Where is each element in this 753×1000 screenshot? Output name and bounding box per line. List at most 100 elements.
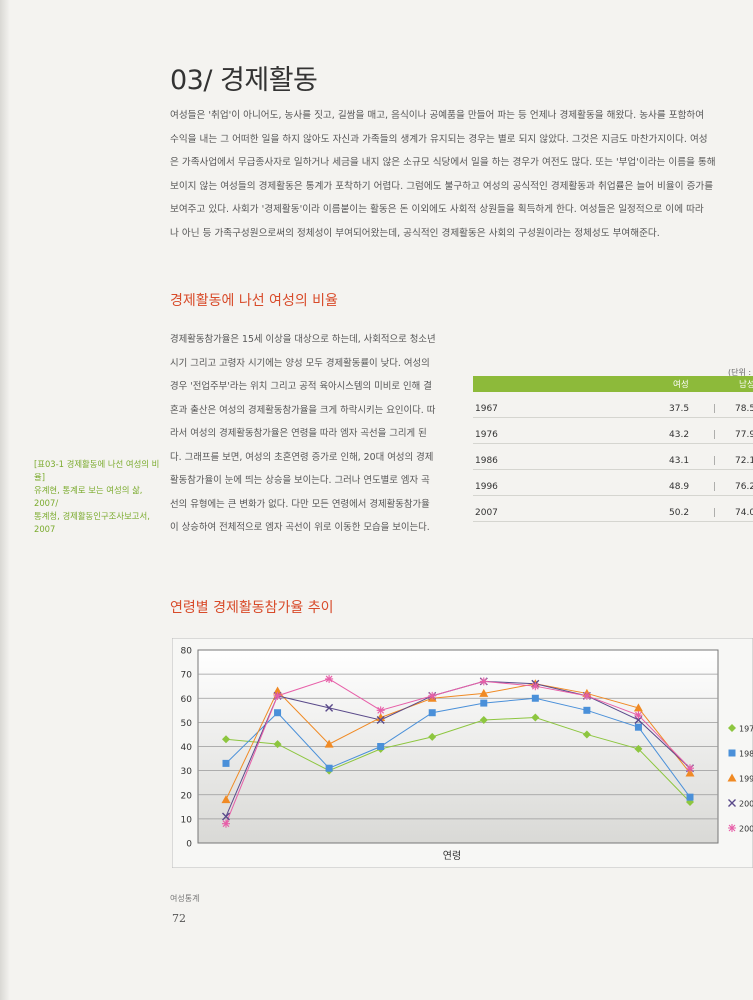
data-point-1970: [479, 715, 488, 724]
body-line: 다. 그래프를 보면, 여성의 초혼연령 증가로 인해, 20대 여성의 경제: [170, 451, 434, 463]
data-point-1990: [324, 739, 334, 748]
row-male: 72.1: [735, 456, 753, 466]
legend-marker-1980: [728, 749, 736, 757]
row-year: 1976: [475, 430, 498, 440]
data-point-1980: [686, 793, 694, 801]
data-point-1970: [222, 735, 230, 744]
y-tick-label: 80: [181, 647, 193, 657]
row-year: 1986: [475, 456, 498, 466]
data-point-1970: [634, 744, 643, 753]
data-point-2007: [479, 677, 488, 686]
data-point-2000: [325, 703, 334, 712]
body-line: 이 상승하여 전체적으로 엠자 곡선이 위로 이동한 모습을 보이는다.: [170, 522, 430, 533]
data-point-2007: [428, 691, 437, 700]
data-point-1990: [633, 703, 643, 712]
y-tick-label: 70: [181, 671, 193, 681]
y-axis-ticks: 0 10 20 30 40 50 60 70 80: [181, 647, 193, 850]
table-header: 여성 남성: [473, 376, 753, 392]
y-tick-label: 50: [181, 719, 193, 729]
note-line: [표03-1 경제활동에 나선 여성의 비율]: [34, 459, 160, 482]
data-point-2007: [634, 711, 643, 720]
data-point-1980: [377, 743, 385, 750]
row-male: 78.5: [735, 404, 753, 414]
intro-line: 나 아닌 등 가족구성원으로써의 정체성이 부여되어왔는데, 공식적인 경제활동…: [170, 227, 660, 239]
table-row: 1976 43.2 | 77.9: [473, 418, 753, 444]
legend-marker-2000: [728, 799, 736, 807]
series-markers: [221, 674, 695, 828]
series-line-2007: [225, 678, 691, 824]
row-female: 37.5: [669, 404, 690, 414]
series-line-1970: [225, 717, 691, 803]
data-point-1970: [273, 740, 282, 749]
data-point-1980: [480, 699, 488, 707]
data-point-2007: [531, 682, 540, 691]
data-point-2007: [686, 764, 694, 773]
data-point-2007: [325, 674, 334, 683]
legend-label-2007: 2007: [739, 825, 753, 834]
y-tick-label: 10: [181, 815, 193, 825]
header-female: 여성: [673, 380, 689, 390]
book-spine-shadow: [0, 0, 10, 1000]
row-divider: |: [713, 482, 717, 492]
body-line: 경우 '전업주부'라는 위치 그리고 공적 육아시스템의 미비로 인해 결: [170, 381, 432, 392]
data-point-1990: [479, 688, 489, 697]
intro-line: 은 가족사업에서 무급종사자로 일하거나 세금을 내지 않은 소규모 식당에서 …: [170, 157, 716, 169]
legend-label-1970: 1970: [739, 725, 753, 734]
table-row: 1967 37.5 | 78.5: [473, 392, 753, 418]
row-year: 1996: [475, 482, 498, 492]
intro-paragraph: 여성들은 '취업'이 아니어도, 농사를 짓고, 길쌈을 매고, 음식이나 공예…: [170, 104, 750, 246]
page-number: 72: [172, 912, 186, 925]
intro-line: 보이지 않는 여성들의 경제활동은 통계가 포착하기 어렵다. 그럼에도 불구하…: [170, 180, 714, 192]
legend-label-1980: 1980: [739, 750, 753, 759]
age-participation-line-chart: 0 10 20 30 40 50 60 70 80 1970 1980 1990 2000 2007 연…: [172, 638, 753, 868]
series-line-1980: [225, 697, 691, 798]
table-row: 1996 48.9 | 76.2: [473, 470, 753, 496]
x-axis-label: 연령: [443, 850, 461, 862]
table-row: 1986 43.1 | 72.1: [473, 444, 753, 470]
participation-rate-table: 여성 남성 1967 37.5 | 78.5 1976 43.2 | 77.9 …: [473, 376, 753, 522]
row-female: 43.1: [669, 456, 690, 466]
table-row: 2007 50.2 | 74.0: [473, 496, 753, 522]
series-line-1990: [225, 683, 691, 800]
data-point-1980: [531, 694, 539, 702]
row-female: 50.2: [669, 508, 690, 518]
row-male: 76.2: [735, 482, 753, 492]
data-point-1990: [221, 795, 231, 804]
note-line: 2007: [34, 524, 56, 534]
subsection-heading-ratio: 경제활동에 나선 여성의 비율: [170, 293, 338, 309]
row-divider: |: [713, 430, 717, 440]
body-line: 혼과 출산은 여성의 경제활동참가율을 크게 하락시키는 요인이다. 따: [170, 404, 436, 416]
y-tick-label: 60: [181, 695, 193, 705]
note-line: 유계현, 통계로 보는 여성의 삶, 2007/: [34, 485, 143, 508]
row-divider: |: [713, 508, 717, 518]
data-point-2000: [376, 715, 385, 724]
data-point-1980: [583, 706, 591, 714]
data-point-1990: [685, 768, 695, 777]
y-tick-label: 30: [181, 767, 193, 777]
row-male: 74.0: [735, 508, 753, 518]
data-point-2007: [273, 691, 282, 700]
body-line: 라서 여성의 경제활동참가율은 연령을 따라 엠자 곡선을 그리게 된: [170, 428, 427, 439]
data-point-1970: [686, 797, 694, 806]
body-line: 경제활동참가율은 15세 이상을 대상으로 하는데, 사회적으로 청소년: [170, 334, 436, 345]
legend-marker-1990: [727, 773, 737, 782]
data-point-1970: [582, 730, 591, 739]
footer-label: 여성통계: [170, 894, 200, 903]
legend-marker-2007: [728, 824, 736, 832]
chart-legend: 1970 1980 1990 2000 2007: [727, 724, 753, 834]
data-point-2007: [582, 691, 591, 700]
y-tick-label: 40: [181, 743, 193, 753]
data-point-2007: [376, 706, 385, 715]
table-unit-label: (단위 :: [728, 368, 752, 377]
row-female: 43.2: [669, 430, 690, 440]
intro-line: 여성들은 '취업'이 아니어도, 농사를 짓고, 길쌈을 매고, 음식이나 공예…: [170, 110, 705, 121]
data-point-1990: [376, 713, 386, 722]
y-tick-label: 20: [181, 791, 193, 801]
body-line: 활동참가율이 눈에 띄는 상승을 보이는다. 그러나 연도별로 엠자 곡: [170, 475, 430, 486]
data-point-2000: [222, 812, 230, 821]
legend-marker-1970: [728, 724, 736, 732]
data-point-1990: [273, 686, 283, 695]
legend-label-1990: 1990: [739, 775, 753, 784]
row-year: 2007: [475, 508, 498, 518]
legend-label-2000: 2000: [739, 800, 753, 809]
